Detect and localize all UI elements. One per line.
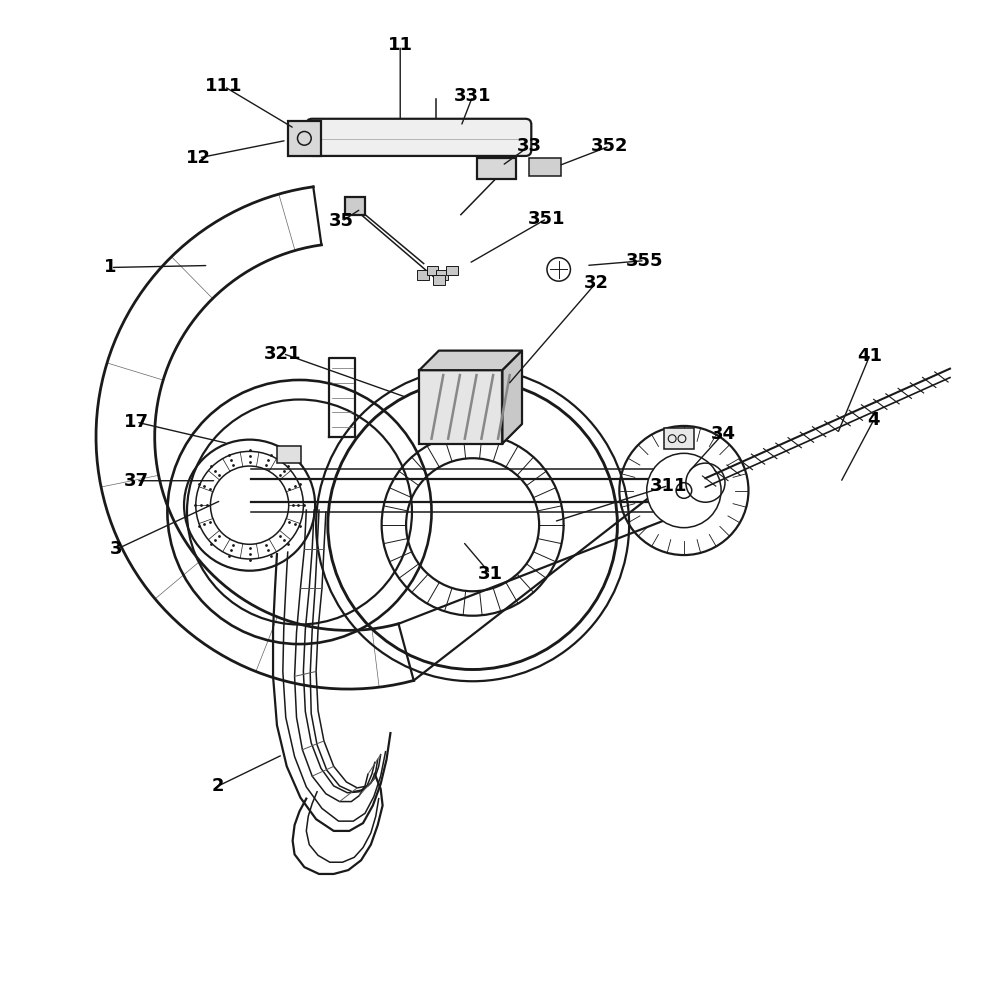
FancyBboxPatch shape: [477, 158, 516, 180]
Text: 31: 31: [478, 565, 503, 583]
Text: 37: 37: [124, 472, 149, 490]
Text: 11: 11: [388, 36, 413, 54]
FancyBboxPatch shape: [529, 158, 561, 176]
Text: 3: 3: [110, 541, 123, 558]
Text: 355: 355: [626, 251, 664, 270]
Text: 351: 351: [528, 210, 566, 228]
Text: 33: 33: [517, 137, 542, 155]
FancyBboxPatch shape: [433, 276, 445, 285]
Text: 17: 17: [124, 413, 149, 431]
Polygon shape: [419, 350, 522, 370]
Text: 2: 2: [212, 777, 225, 795]
Polygon shape: [502, 350, 522, 443]
FancyBboxPatch shape: [345, 197, 365, 215]
FancyBboxPatch shape: [446, 266, 458, 276]
FancyBboxPatch shape: [306, 119, 531, 156]
FancyBboxPatch shape: [664, 428, 694, 449]
Text: 4: 4: [867, 411, 880, 429]
Text: 34: 34: [711, 425, 736, 442]
FancyBboxPatch shape: [288, 121, 321, 156]
Text: 321: 321: [264, 344, 302, 363]
FancyBboxPatch shape: [436, 271, 448, 281]
Bar: [419, 370, 502, 443]
Text: 111: 111: [205, 77, 243, 95]
Text: 32: 32: [583, 274, 608, 292]
FancyBboxPatch shape: [417, 271, 429, 281]
Text: 311: 311: [650, 477, 687, 494]
Circle shape: [647, 453, 721, 528]
FancyBboxPatch shape: [277, 445, 301, 463]
Text: 41: 41: [857, 346, 882, 365]
Text: 35: 35: [329, 213, 354, 231]
Text: 352: 352: [591, 137, 628, 155]
Text: 12: 12: [186, 149, 211, 167]
Text: 331: 331: [454, 87, 491, 105]
Text: 1: 1: [104, 258, 117, 277]
FancyBboxPatch shape: [427, 266, 438, 276]
